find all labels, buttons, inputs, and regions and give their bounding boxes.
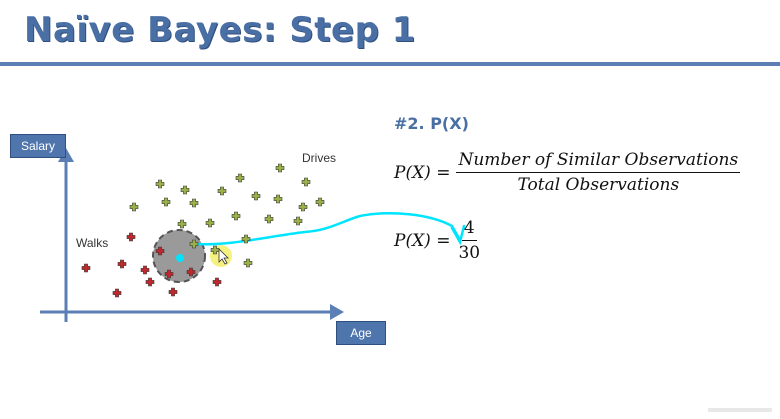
- green-plus-icon: [251, 191, 261, 201]
- red-plus-icon: [81, 263, 91, 273]
- green-plus-icon: [189, 239, 199, 249]
- green-plus-icon: [273, 194, 283, 204]
- section-heading: #2. P(X): [394, 114, 469, 133]
- pointer-icon: [218, 248, 229, 265]
- green-plus-icon: [189, 198, 199, 208]
- green-plus-icon: [177, 219, 187, 229]
- green-plus-icon: [217, 186, 227, 196]
- green-plus-icon: [264, 214, 274, 224]
- value-fraction: 4 30: [456, 218, 482, 263]
- watermark-mark: [708, 408, 772, 412]
- slide-title: Naïve Bayes: Step 1: [24, 10, 416, 50]
- green-plus-icon: [180, 185, 190, 195]
- formula-value: P(X) = 4 30: [394, 218, 482, 263]
- red-plus-icon: [126, 232, 136, 242]
- x-axis-arrow: [330, 304, 344, 320]
- red-plus-icon: [155, 246, 165, 256]
- value-lhs: P(X) =: [394, 230, 451, 251]
- red-plus-icon: [186, 267, 196, 277]
- green-plus-icon: [205, 218, 215, 228]
- green-plus-icon: [129, 202, 139, 212]
- y-axis-arrow: [58, 148, 74, 162]
- header-divider: [0, 62, 780, 66]
- green-plus-icon: [161, 197, 171, 207]
- red-plus-icon: [112, 288, 122, 298]
- green-plus-icon: [293, 216, 303, 226]
- value-denominator: 30: [458, 243, 481, 263]
- red-plus-icon: [145, 277, 155, 287]
- walks-markers: [81, 232, 222, 298]
- red-plus-icon: [212, 277, 222, 287]
- green-plus-icon: [275, 163, 285, 173]
- green-plus-icon: [315, 197, 325, 207]
- formula-numerator: Number of Similar Observations: [456, 150, 741, 173]
- drives-markers: [129, 163, 325, 268]
- value-numerator: 4: [461, 218, 477, 241]
- green-plus-icon: [301, 177, 311, 187]
- green-plus-icon: [231, 211, 241, 221]
- formula-lhs: P(X) =: [394, 162, 451, 183]
- drives-group-label: Drives: [302, 151, 337, 165]
- green-plus-icon: [298, 202, 308, 212]
- new-point-icon: [176, 254, 184, 262]
- red-plus-icon: [140, 265, 150, 275]
- walks-group-label: Walks: [76, 236, 109, 250]
- green-plus-icon: [235, 173, 245, 183]
- y-axis-label: Salary: [10, 134, 66, 158]
- green-plus-icon: [155, 179, 165, 189]
- slide-header: Naïve Bayes: Step 1: [0, 0, 780, 62]
- green-plus-icon: [243, 258, 253, 268]
- formula-denominator: Total Observations: [517, 175, 680, 195]
- formula-general: P(X) = Number of Similar Observations To…: [394, 150, 741, 195]
- red-plus-icon: [168, 287, 178, 297]
- x-axis-label: Age: [336, 321, 386, 345]
- green-plus-icon: [210, 245, 220, 255]
- formula-fraction: Number of Similar Observations Total Obs…: [456, 150, 741, 195]
- red-plus-icon: [117, 259, 127, 269]
- annotation-arrow: [450, 224, 466, 246]
- green-plus-icon: [241, 234, 251, 244]
- red-plus-icon: [164, 269, 174, 279]
